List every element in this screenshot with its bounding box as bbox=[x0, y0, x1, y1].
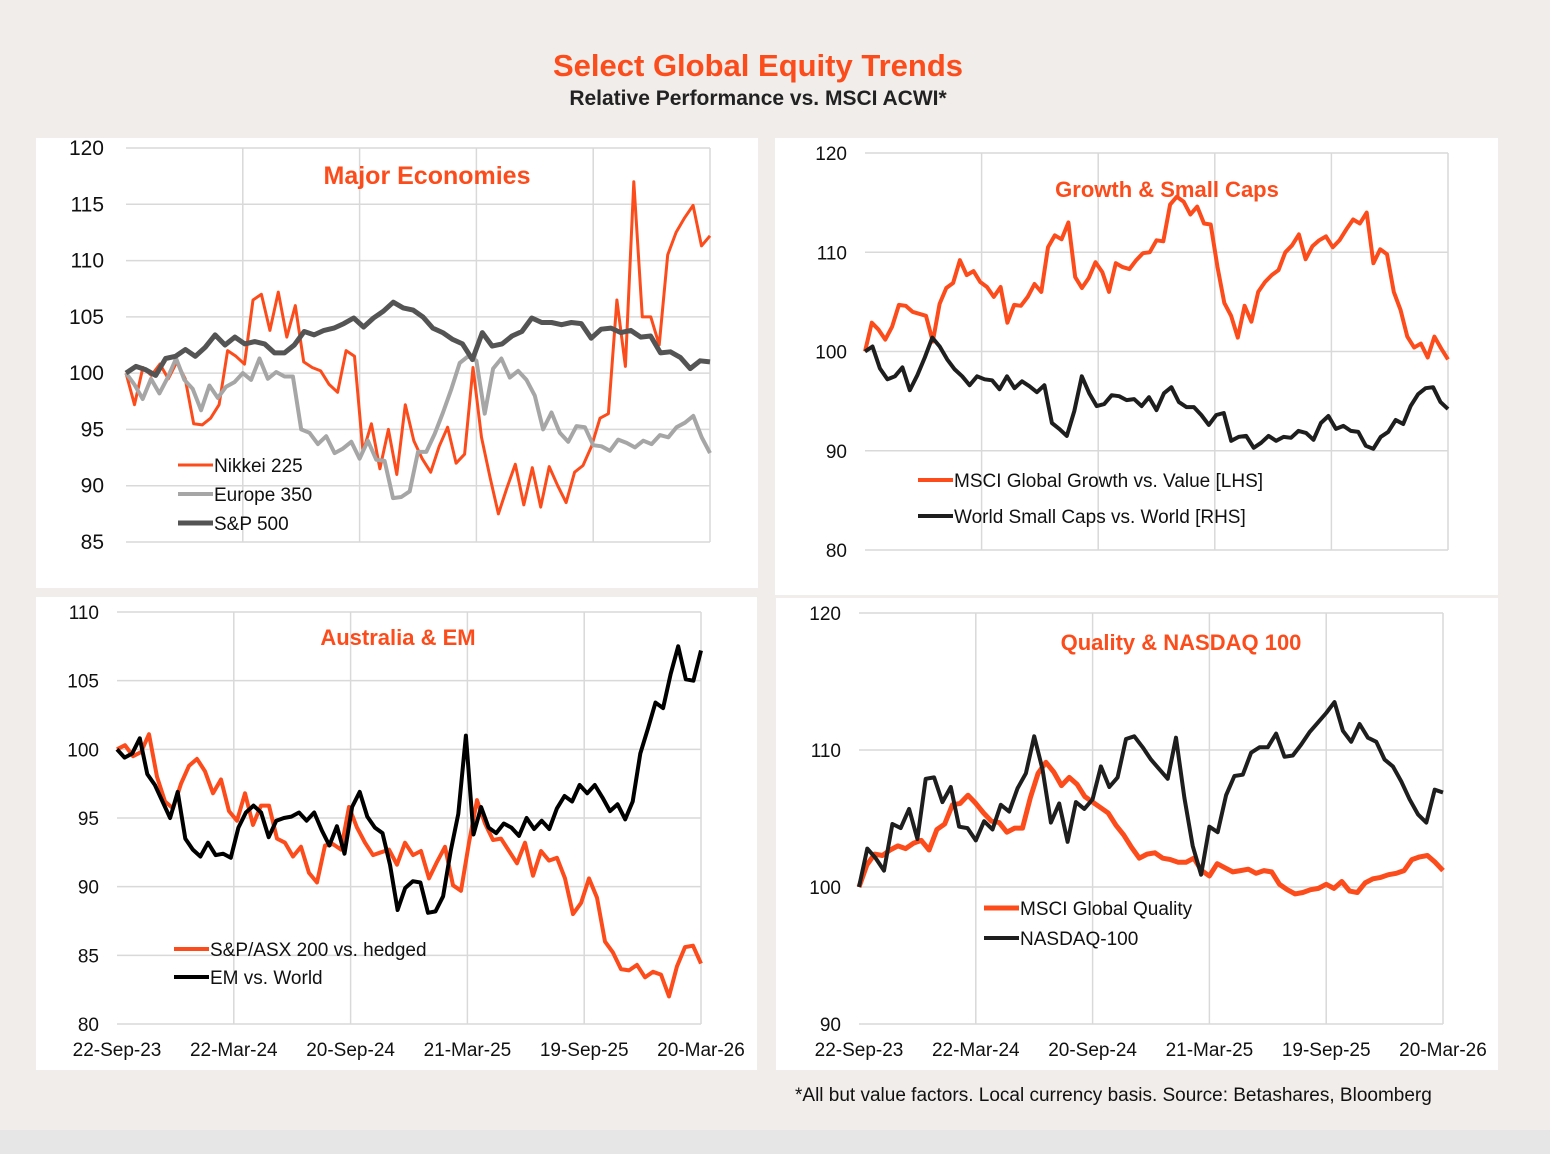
x-tick-label: 22-Mar-24 bbox=[190, 1040, 278, 1061]
y-tick-label: 85 bbox=[78, 946, 99, 967]
x-tick-label: 22-Sep-23 bbox=[815, 1040, 904, 1061]
x-tick-label: 20-Sep-24 bbox=[306, 1040, 395, 1061]
y-tick-label: 100 bbox=[815, 343, 847, 364]
series-line-msci-global-quality bbox=[856, 759, 1445, 897]
chart-panel-growth-small-caps: 80 90 100 110 120 Growth & Small Caps MSCI Glo… bbox=[775, 138, 1498, 595]
legend-label: S&P 500 bbox=[214, 514, 289, 535]
y-tick-label: 120 bbox=[815, 144, 847, 165]
legend-label: Nikkei 225 bbox=[214, 456, 303, 477]
y-tick-label: 100 bbox=[67, 740, 99, 761]
x-tick-label: 22-Mar-24 bbox=[932, 1040, 1020, 1061]
y-tick-label: 85 bbox=[81, 531, 104, 554]
page-subtitle: Relative Performance vs. MSCI ACWI* bbox=[569, 87, 947, 110]
y-tick-label: 110 bbox=[71, 250, 104, 273]
y-tick-label: 120 bbox=[69, 138, 104, 160]
chart-growth-small-caps: 80 90 100 110 120 Growth & Small Caps MSCI Glo… bbox=[815, 144, 1450, 562]
y-tick-label: 110 bbox=[817, 243, 847, 264]
y-tick-label: 90 bbox=[826, 442, 847, 463]
footnote: *All but value factors. Local currency b… bbox=[795, 1085, 1432, 1106]
y-tick-label: 110 bbox=[69, 603, 99, 624]
y-tick-label: 100 bbox=[809, 878, 841, 899]
series-line-world-small-caps-vs-world-rhs bbox=[863, 335, 1450, 451]
x-tick-label: 19-Sep-25 bbox=[1282, 1040, 1371, 1061]
legend-label: Europe 350 bbox=[214, 485, 312, 506]
x-tick-label: 20-Mar-26 bbox=[657, 1040, 745, 1061]
series-line-nikkei-225 bbox=[124, 180, 712, 516]
chart-australia-em: 80 85 90 95 100 105 110 22-Sep-23 22-Mar-24 20-Se… bbox=[67, 603, 745, 1061]
y-tick-label: 115 bbox=[71, 193, 104, 216]
y-tick-label: 100 bbox=[69, 362, 104, 385]
legend-label: S&P/ASX 200 vs. hedged bbox=[210, 940, 427, 961]
x-tick-label: 19-Sep-25 bbox=[540, 1040, 629, 1061]
y-tick-label: 120 bbox=[809, 604, 841, 625]
chart-panel-quality-nasdaq: 90 100 110 120 22-Sep-23 22-Mar-24 20-Sep-24 21… bbox=[776, 598, 1498, 1070]
x-tick-label: 20-Mar-26 bbox=[1399, 1040, 1487, 1061]
chart-title: Australia & EM bbox=[320, 625, 475, 650]
y-tick-label: 80 bbox=[78, 1015, 99, 1036]
x-tick-label: 21-Mar-25 bbox=[424, 1040, 512, 1061]
chart-panel-major-economies: 85 90 95 100 105 110 115 120 Major Economies Nikk… bbox=[36, 138, 758, 588]
x-tick-label: 21-Mar-25 bbox=[1166, 1040, 1254, 1061]
x-tick-label: 22-Sep-23 bbox=[73, 1040, 162, 1061]
series-line-em-vs-world bbox=[115, 644, 703, 915]
chart-quality-nasdaq: 90 100 110 120 22-Sep-23 22-Mar-24 20-Sep-24 21… bbox=[809, 604, 1487, 1061]
y-tick-label: 105 bbox=[69, 306, 104, 329]
chart-panel-australia-em: 80 85 90 95 100 105 110 22-Sep-23 22-Mar-24 20-Se… bbox=[36, 597, 757, 1070]
legend-label: MSCI Global Quality bbox=[1020, 899, 1193, 920]
y-tick-label: 80 bbox=[826, 541, 847, 562]
y-tick-label: 110 bbox=[811, 741, 841, 762]
chart-title: Quality & NASDAQ 100 bbox=[1061, 630, 1302, 655]
chart-major-economies: 85 90 95 100 105 110 115 120 Major Economies Nikk… bbox=[69, 138, 712, 554]
chart-title: Growth & Small Caps bbox=[1055, 177, 1279, 202]
y-tick-label: 90 bbox=[81, 475, 104, 498]
series-line-s-p-500 bbox=[124, 299, 711, 378]
page-title: Select Global Equity Trends bbox=[553, 48, 963, 83]
series-line-s-p-asx-200-vs-hedged bbox=[116, 732, 703, 999]
y-tick-label: 95 bbox=[81, 418, 104, 441]
legend-label: EM vs. World bbox=[210, 968, 323, 989]
chart-title: Major Economies bbox=[324, 162, 531, 190]
y-tick-label: 90 bbox=[820, 1015, 841, 1036]
legend-label: NASDAQ-100 bbox=[1020, 929, 1138, 950]
y-tick-label: 95 bbox=[78, 809, 99, 830]
x-tick-label: 20-Sep-24 bbox=[1048, 1040, 1137, 1061]
series-line-europe-350 bbox=[124, 354, 712, 501]
y-tick-label: 105 bbox=[67, 672, 99, 693]
series-line-nasdaq-100 bbox=[857, 700, 1444, 888]
y-tick-label: 90 bbox=[78, 878, 99, 899]
series-line-msci-global-growth-vs-value-lhs bbox=[863, 194, 1450, 361]
legend-label: World Small Caps vs. World [RHS] bbox=[954, 507, 1246, 528]
legend-label: MSCI Global Growth vs. Value [LHS] bbox=[954, 471, 1263, 492]
bottom-bar bbox=[0, 1130, 1550, 1154]
